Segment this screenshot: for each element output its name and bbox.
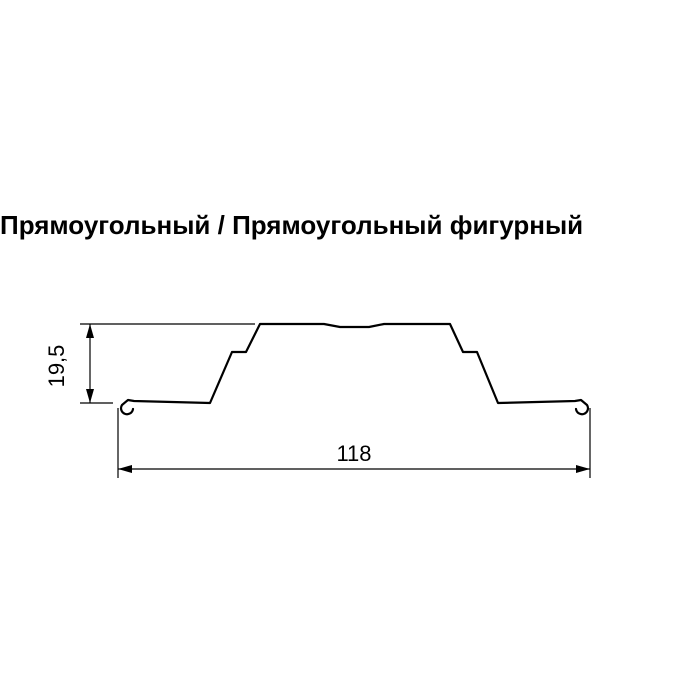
dimension-width: 118 bbox=[118, 408, 590, 478]
profile-drawing: 118 19,5 bbox=[0, 0, 700, 700]
dimension-height-value: 19,5 bbox=[44, 345, 69, 388]
dimension-width-value: 118 bbox=[336, 441, 371, 466]
diagram-canvas: Прямоугольный / Прямоугольный фигурный 1… bbox=[0, 0, 700, 700]
dimension-height: 19,5 bbox=[44, 324, 255, 403]
profile-outline bbox=[121, 324, 588, 414]
